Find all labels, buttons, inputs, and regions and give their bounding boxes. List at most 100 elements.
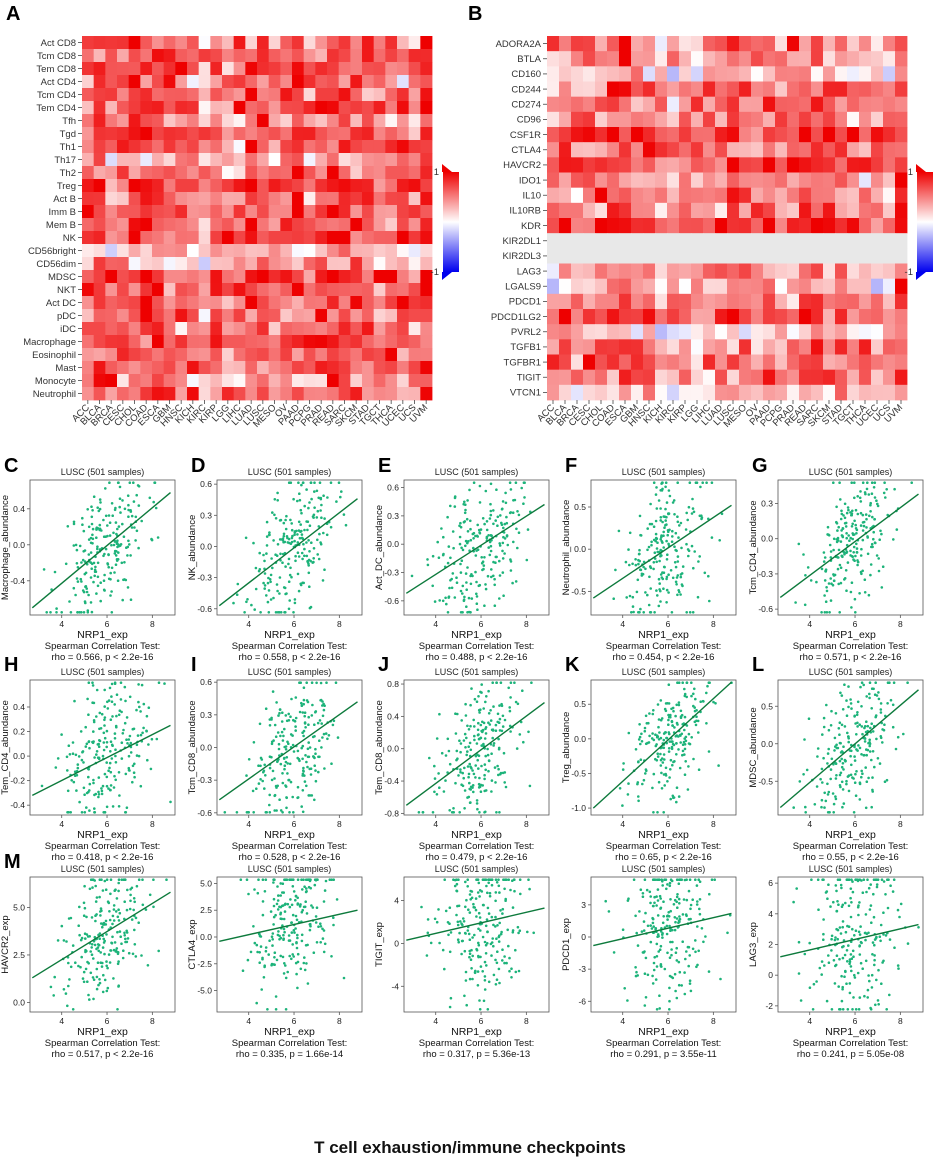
data-point — [258, 961, 262, 964]
data-point — [461, 592, 464, 595]
data-point — [117, 878, 121, 881]
heatmap-cell — [408, 205, 421, 219]
heatmap-cell — [315, 166, 328, 180]
data-point — [101, 946, 105, 949]
data-point — [495, 881, 499, 884]
heatmap-cell — [799, 202, 812, 219]
heatmap-cell — [105, 101, 118, 115]
data-point — [506, 928, 510, 932]
heatmap-cell — [117, 166, 130, 180]
data-point — [861, 521, 865, 524]
data-point — [828, 543, 832, 547]
heatmap-cell — [233, 88, 246, 102]
heatmap-cell — [257, 36, 270, 50]
data-point — [833, 736, 837, 740]
heatmap-cell — [233, 296, 246, 310]
data-point — [330, 955, 333, 958]
data-point — [273, 723, 277, 727]
stat-result: rho = 0.571, p < 2.2e-16 — [800, 652, 902, 663]
heatmap-cell — [222, 205, 235, 219]
data-point — [62, 988, 66, 991]
data-point — [667, 723, 670, 726]
heatmap-cell — [811, 233, 824, 249]
data-point — [435, 737, 439, 740]
x-tick-label: 4 — [433, 619, 438, 629]
data-point — [665, 575, 669, 579]
data-point — [859, 570, 863, 574]
data-point — [279, 954, 283, 958]
heatmap-row-label: IDO1 — [519, 175, 541, 186]
heatmap-cell — [787, 172, 800, 189]
data-point — [323, 942, 327, 946]
heatmap-cell — [823, 293, 836, 310]
y-axis-label: NK_abundance — [187, 515, 198, 581]
data-point — [649, 502, 652, 506]
heatmap-cell — [93, 205, 106, 219]
data-point — [844, 525, 848, 528]
data-point — [470, 573, 473, 576]
y-tick-label: -0.4 — [10, 800, 25, 810]
heatmap-cell — [362, 270, 375, 284]
heatmap-cell — [198, 244, 211, 258]
heatmap-cell — [163, 231, 176, 245]
heatmap-cell — [751, 278, 764, 295]
data-point — [473, 971, 477, 975]
heatmap-cell — [408, 114, 421, 128]
heatmap-cell — [140, 153, 153, 167]
data-point — [113, 941, 117, 944]
heatmap-cell — [187, 205, 200, 219]
heatmap-cell — [140, 179, 153, 193]
data-point — [103, 772, 107, 776]
colorbar-tick-max: 1 — [908, 167, 913, 178]
heatmap-cell — [583, 278, 596, 295]
data-point — [266, 1008, 269, 1011]
y-tick-label: 5.0 — [13, 902, 25, 912]
data-point — [426, 563, 430, 567]
data-point — [490, 752, 493, 755]
heatmap-cell — [222, 166, 235, 180]
data-point — [652, 709, 655, 712]
heatmap-cell — [175, 114, 188, 128]
heatmap-cell — [315, 231, 328, 245]
heatmap-cell — [595, 354, 608, 371]
heatmap-panel-b: BADORA2ABTLACD160CD244CD274CD96CSF1RCTLA… — [468, 3, 933, 430]
data-point — [835, 505, 838, 509]
data-point — [94, 565, 97, 569]
data-point — [314, 769, 317, 772]
heatmap-cell — [559, 248, 572, 264]
heatmap-cell — [420, 36, 433, 50]
data-point — [84, 585, 87, 588]
data-point — [255, 943, 259, 947]
heatmap-cell — [871, 127, 884, 143]
data-point — [294, 914, 298, 918]
data-point — [516, 925, 520, 929]
heatmap-cell — [93, 374, 106, 388]
heatmap-cell — [163, 49, 176, 63]
stat-test-name: Spearman Correlation Test: — [606, 841, 721, 852]
heatmap-cell — [835, 187, 848, 204]
heatmap-cell — [105, 205, 118, 219]
data-point — [868, 514, 871, 518]
panel-label-e: E — [378, 455, 391, 477]
heatmap-row-label: NK — [63, 233, 77, 244]
data-point — [268, 811, 272, 814]
data-point — [104, 514, 108, 518]
data-point — [649, 587, 652, 590]
data-point — [864, 513, 868, 516]
heatmap-cell — [210, 322, 223, 336]
data-point — [290, 540, 294, 544]
data-point — [476, 728, 480, 732]
data-point — [477, 943, 481, 947]
heatmap-cell — [292, 179, 305, 193]
data-point — [90, 953, 94, 956]
data-point — [102, 518, 105, 522]
data-point — [284, 748, 288, 751]
data-point — [80, 758, 84, 762]
heatmap-cell — [350, 244, 363, 258]
data-point — [697, 731, 700, 734]
data-point — [71, 1008, 75, 1011]
data-point — [316, 553, 320, 556]
heatmap-cell — [895, 324, 908, 340]
heatmap-cell — [117, 101, 130, 115]
data-point — [71, 741, 75, 744]
